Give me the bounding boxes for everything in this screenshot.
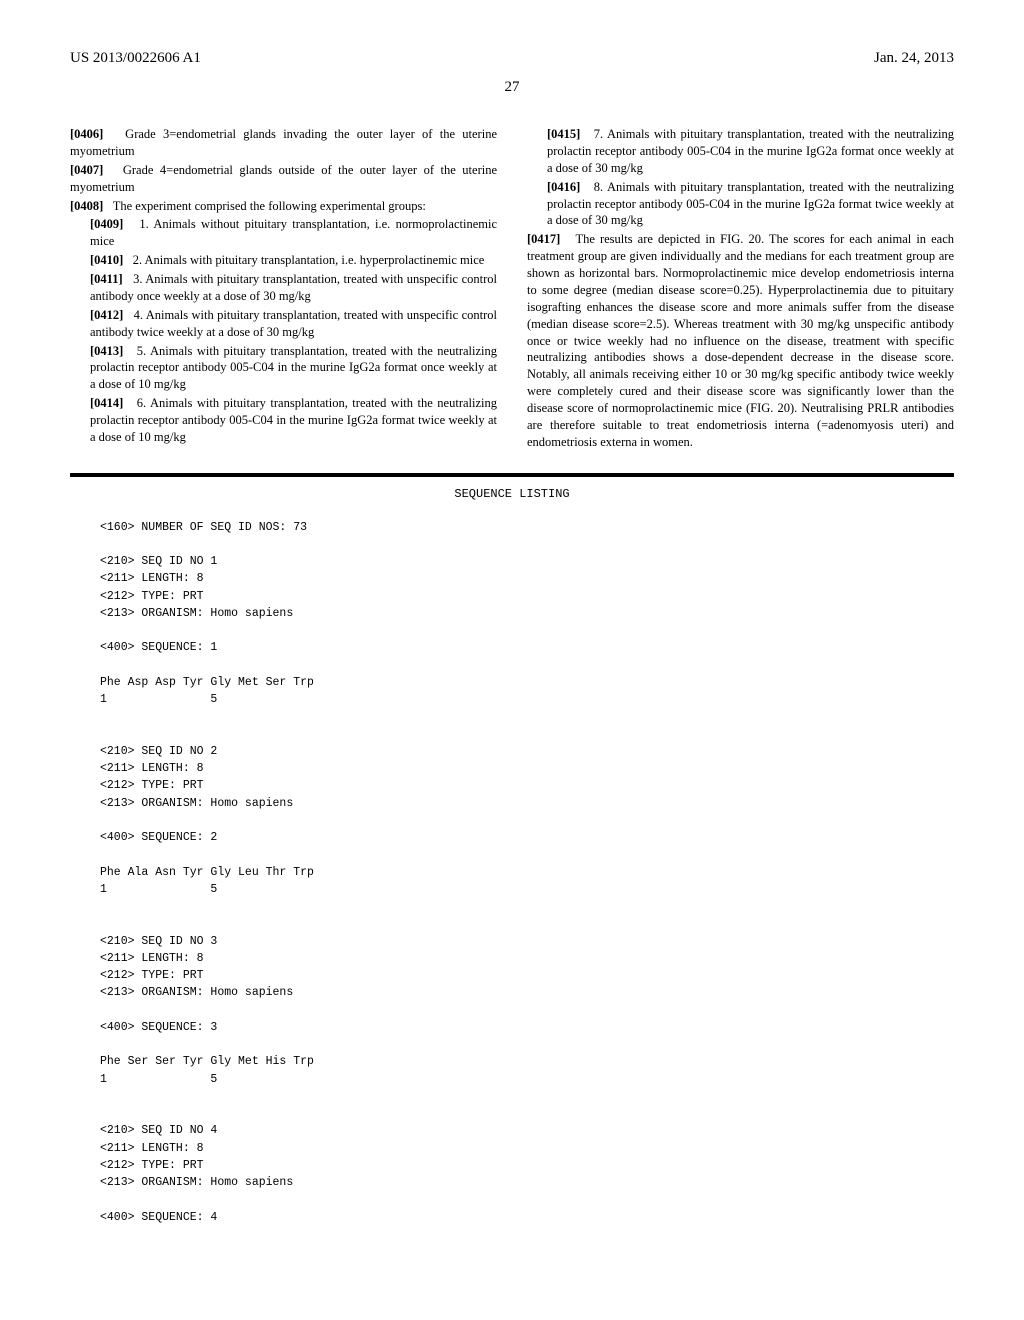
paragraph-number: [0414] [90, 396, 123, 410]
section-divider [70, 473, 954, 477]
document-id: US 2013/0022606 A1 [70, 50, 201, 67]
sequence-listing-content: <160> NUMBER OF SEQ ID NOS: 73 <210> SEQ… [70, 519, 954, 1226]
sequence-listing-title: SEQUENCE LISTING [70, 487, 954, 501]
paragraph-text: The results are depicted in FIG. 20. The… [527, 232, 954, 449]
paragraph-number: [0406] [70, 127, 103, 141]
paragraph-number: [0410] [90, 253, 123, 267]
publication-date: Jan. 24, 2013 [874, 50, 954, 67]
paragraph: [0413] 5. Animals with pituitary transpl… [70, 343, 497, 394]
paragraph: [0406] Grade 3=endometrial glands invadi… [70, 126, 497, 160]
paragraph: [0416] 8. Animals with pituitary transpl… [527, 179, 954, 230]
paragraph-number: [0412] [90, 308, 123, 322]
paragraph-text: Grade 3=endometrial glands invading the … [70, 127, 497, 158]
paragraph-text: 1. Animals without pituitary transplanta… [90, 217, 497, 248]
page-header: US 2013/0022606 A1 Jan. 24, 2013 [70, 50, 954, 67]
paragraph-number: [0407] [70, 163, 103, 177]
page-number: 27 [70, 79, 954, 96]
paragraph: [0411] 3. Animals with pituitary transpl… [70, 271, 497, 305]
paragraph: [0417] The results are depicted in FIG. … [527, 231, 954, 450]
paragraph-text: Grade 4=endometrial glands outside of th… [70, 163, 497, 194]
paragraph-text: The experiment comprised the following e… [103, 199, 425, 213]
right-column: [0415] 7. Animals with pituitary transpl… [527, 126, 954, 453]
paragraph-text: 4. Animals with pituitary transplantatio… [90, 308, 497, 339]
paragraph: [0410] 2. Animals with pituitary transpl… [70, 252, 497, 269]
left-column: [0406] Grade 3=endometrial glands invadi… [70, 126, 497, 453]
paragraph: [0415] 7. Animals with pituitary transpl… [527, 126, 954, 177]
paragraph-text: 7. Animals with pituitary transplantatio… [547, 127, 954, 175]
paragraph-text: 8. Animals with pituitary transplantatio… [547, 180, 954, 228]
paragraph: [0407] Grade 4=endometrial glands outsid… [70, 162, 497, 196]
paragraph-number: [0411] [90, 272, 123, 286]
paragraph: [0414] 6. Animals with pituitary transpl… [70, 395, 497, 446]
text-columns: [0406] Grade 3=endometrial glands invadi… [70, 126, 954, 453]
paragraph-number: [0416] [547, 180, 580, 194]
paragraph-number: [0413] [90, 344, 123, 358]
paragraph: [0408] The experiment comprised the foll… [70, 198, 497, 215]
paragraph-text: 6. Animals with pituitary transplantatio… [90, 396, 497, 444]
paragraph-text: 2. Animals with pituitary transplantatio… [123, 253, 484, 267]
paragraph-number: [0417] [527, 232, 560, 246]
paragraph-text: 5. Animals with pituitary transplantatio… [90, 344, 497, 392]
paragraph: [0409] 1. Animals without pituitary tran… [70, 216, 497, 250]
paragraph: [0412] 4. Animals with pituitary transpl… [70, 307, 497, 341]
paragraph-number: [0408] [70, 199, 103, 213]
paragraph-number: [0409] [90, 217, 123, 231]
paragraph-number: [0415] [547, 127, 580, 141]
paragraph-text: 3. Animals with pituitary transplantatio… [90, 272, 497, 303]
